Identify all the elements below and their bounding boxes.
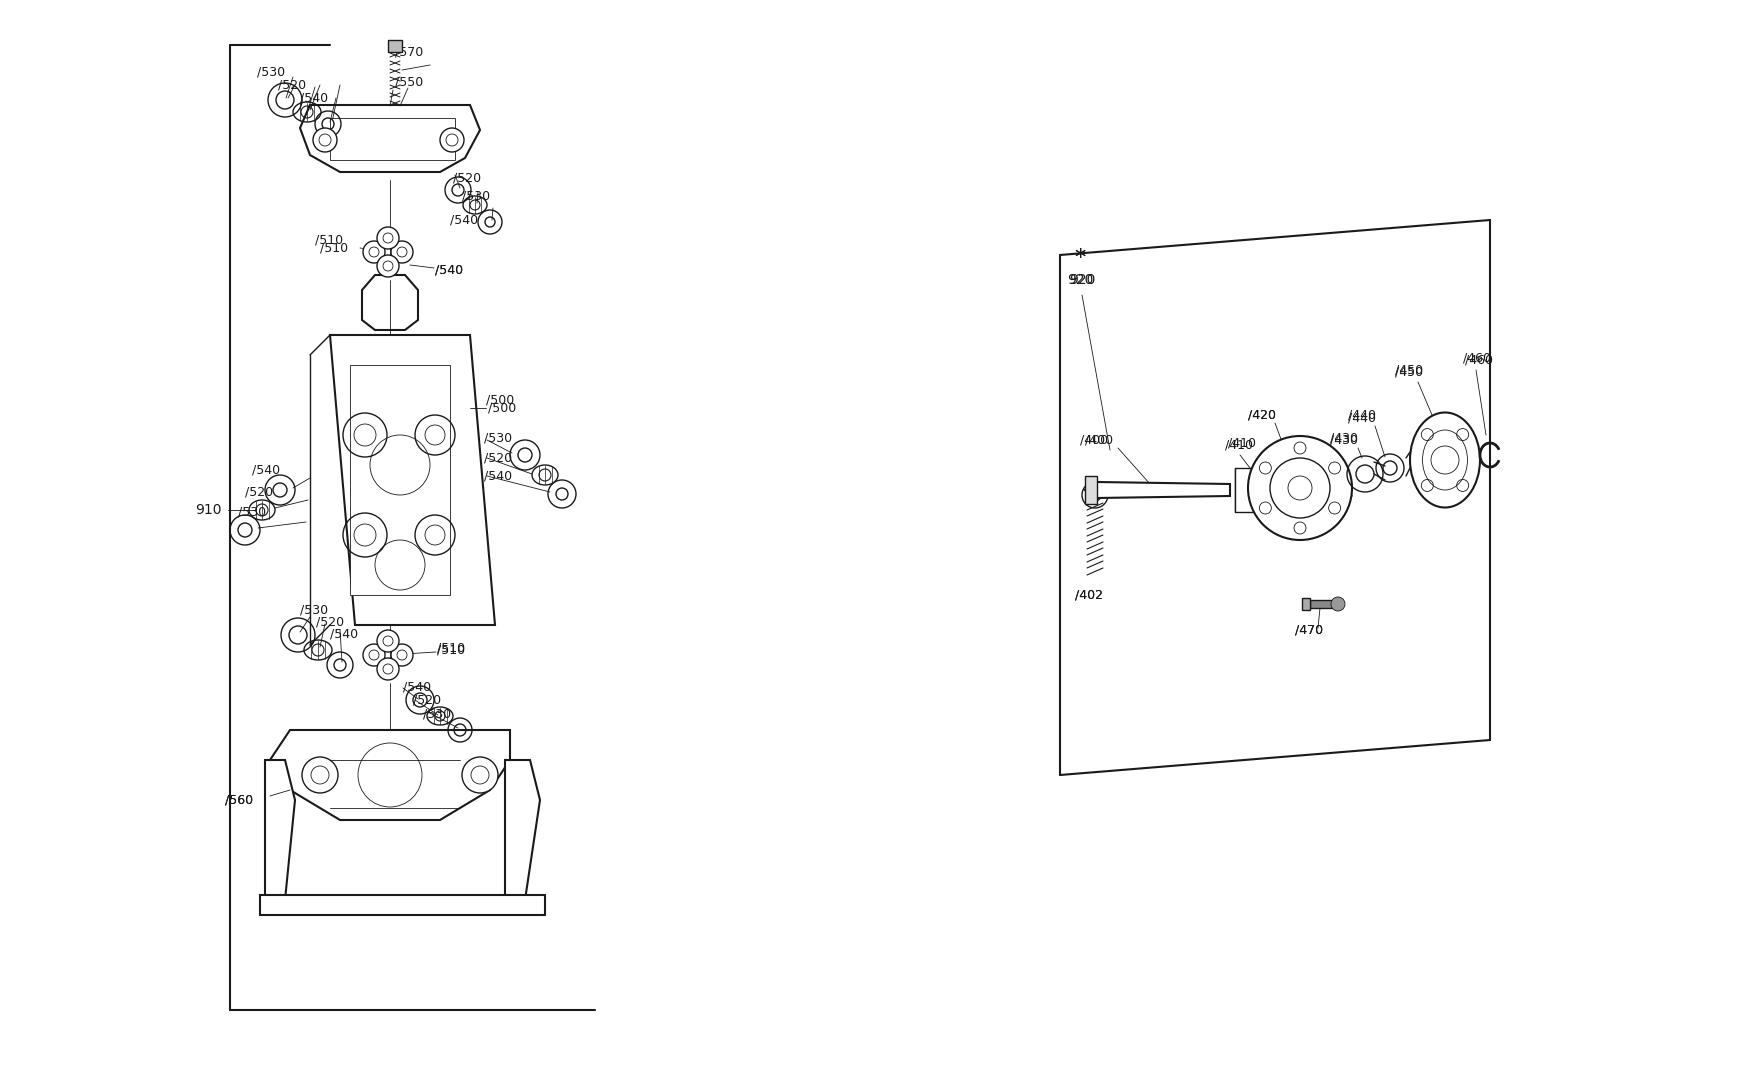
Circle shape	[313, 128, 338, 152]
Polygon shape	[1085, 476, 1097, 504]
Ellipse shape	[1410, 412, 1480, 508]
Text: /520: /520	[413, 693, 441, 706]
Circle shape	[390, 644, 413, 666]
Text: /560: /560	[226, 794, 254, 807]
Bar	[261, 895, 544, 915]
Text: /510: /510	[438, 643, 466, 656]
Text: /440: /440	[1348, 409, 1376, 422]
Text: /402: /402	[1074, 589, 1102, 602]
Text: 910: 910	[194, 502, 222, 517]
Text: /420: /420	[1248, 409, 1276, 422]
Text: /540: /540	[436, 264, 464, 277]
Text: /400: /400	[1085, 434, 1113, 447]
Circle shape	[303, 756, 338, 794]
Text: /470: /470	[1295, 623, 1323, 637]
Circle shape	[376, 658, 399, 680]
Text: /500: /500	[488, 401, 516, 414]
Text: /530: /530	[299, 604, 329, 617]
Text: *: *	[1074, 249, 1085, 268]
Text: *: *	[1074, 249, 1085, 268]
Text: /540: /540	[436, 264, 464, 277]
Text: /520: /520	[485, 451, 513, 464]
Bar	[388, 40, 402, 52]
Text: /530: /530	[462, 190, 490, 203]
Text: /530: /530	[238, 506, 266, 519]
Text: /570: /570	[396, 46, 424, 59]
Circle shape	[376, 255, 399, 277]
Text: /410: /410	[1225, 438, 1253, 451]
Text: /550: /550	[396, 75, 424, 88]
Circle shape	[376, 227, 399, 249]
Text: /560: /560	[226, 794, 254, 807]
Text: /540: /540	[402, 680, 430, 693]
Bar	[1236, 468, 1265, 512]
Circle shape	[1248, 436, 1353, 540]
Text: /520: /520	[453, 171, 481, 184]
Text: /400: /400	[1080, 434, 1108, 447]
Circle shape	[462, 756, 499, 794]
Text: /460: /460	[1463, 351, 1491, 364]
Text: /530: /530	[424, 707, 452, 720]
Text: /402: /402	[1074, 589, 1102, 602]
Polygon shape	[331, 335, 495, 625]
Text: /540: /540	[331, 628, 359, 641]
Polygon shape	[362, 275, 418, 330]
Text: /520: /520	[245, 485, 273, 498]
Circle shape	[376, 630, 399, 652]
Text: /470: /470	[1295, 623, 1323, 637]
Text: /510: /510	[320, 242, 348, 254]
Polygon shape	[1085, 482, 1230, 498]
Polygon shape	[264, 760, 296, 900]
Bar	[369, 244, 406, 261]
Circle shape	[390, 241, 413, 263]
Text: /540: /540	[450, 214, 478, 227]
Text: /430: /430	[1330, 434, 1358, 447]
Circle shape	[1332, 597, 1346, 611]
Text: /510: /510	[315, 233, 343, 246]
Text: /450: /450	[1395, 363, 1423, 376]
Text: /520: /520	[278, 78, 306, 92]
Text: 920: 920	[1068, 272, 1094, 287]
Polygon shape	[299, 105, 480, 172]
Bar	[1311, 600, 1332, 608]
Circle shape	[439, 128, 464, 152]
Text: /540: /540	[252, 463, 280, 476]
Text: /430: /430	[1330, 432, 1358, 445]
Text: /520: /520	[317, 616, 345, 629]
Bar	[369, 647, 406, 663]
Text: /540: /540	[299, 92, 329, 105]
Text: /500: /500	[487, 393, 514, 407]
Text: /420: /420	[1248, 409, 1276, 422]
Bar	[331, 118, 455, 160]
Bar	[350, 365, 450, 595]
Polygon shape	[270, 730, 509, 820]
Polygon shape	[506, 760, 541, 900]
Circle shape	[362, 241, 385, 263]
Text: /450: /450	[1395, 365, 1423, 378]
Text: /460: /460	[1465, 353, 1493, 366]
Bar	[1302, 598, 1311, 610]
Text: 920: 920	[1069, 272, 1096, 287]
Text: /440: /440	[1348, 412, 1376, 424]
Text: /540: /540	[485, 470, 513, 483]
Text: /510: /510	[438, 642, 466, 654]
Text: /530: /530	[485, 432, 513, 445]
Text: /530: /530	[257, 65, 285, 78]
Text: /410: /410	[1228, 436, 1256, 449]
Circle shape	[362, 644, 385, 666]
